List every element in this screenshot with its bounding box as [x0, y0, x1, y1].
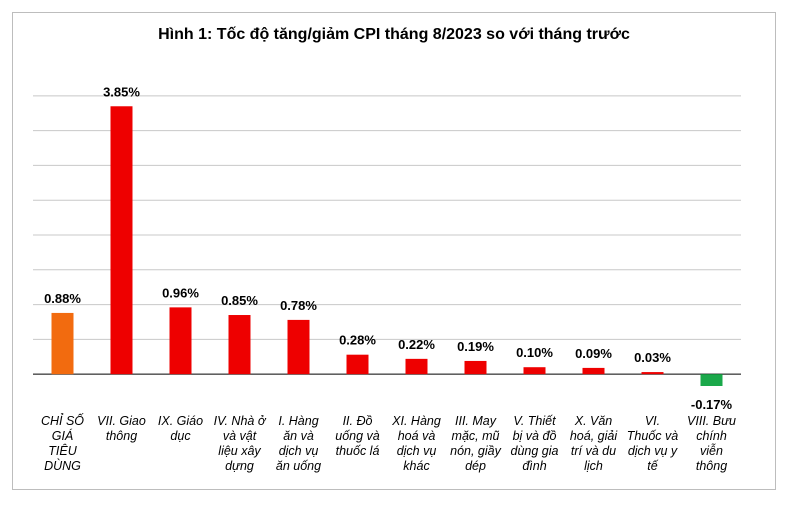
data-label: 0.88% [44, 291, 81, 306]
bars [52, 106, 723, 386]
bar [52, 313, 74, 374]
category-label: I. Hàng ăn và dịch vụ ăn uống [276, 414, 321, 473]
bar [347, 355, 369, 374]
bar [111, 106, 133, 374]
bar [229, 315, 251, 374]
bar [170, 307, 192, 374]
bar [406, 359, 428, 374]
category-label: VI. Thuốc và dịch vụ y tế [627, 414, 678, 473]
gridlines [33, 96, 741, 340]
category-label: XI. Hàng hoá và dịch vụ khác [391, 414, 441, 473]
data-label: 0.10% [516, 345, 553, 360]
category-label: X. Văn hoá, giải trí và du lịch [570, 414, 618, 473]
category-labels: CHỈ SỐ GIÁ TIÊU DÙNG VII. Giao thông IX. Giáo d… [41, 413, 736, 473]
category-label: V. Thiết bị và đồ dùng gia đình [511, 414, 559, 473]
data-label: 0.03% [634, 350, 671, 365]
data-label: 0.28% [339, 333, 376, 348]
category-label: VII. Giao thông [97, 414, 146, 443]
category-label: IX. Giáo dục [158, 414, 203, 443]
category-label: CHỈ SỐ GIÁ TIÊU DÙNG [41, 413, 84, 473]
data-label: -0.17% [691, 397, 733, 412]
data-labels: 0.88% 3.85% 0.96% 0.85% 0.78% 0.28% 0.22% 0.19%… [44, 84, 732, 412]
data-label: 0.96% [162, 285, 199, 300]
data-label: 0.78% [280, 298, 317, 313]
data-label: 0.22% [398, 337, 435, 352]
bar [465, 361, 487, 374]
category-label: II. Đồ uống và thuốc lá [335, 414, 380, 458]
bar [642, 372, 664, 374]
bar [701, 374, 723, 386]
data-label: 0.09% [575, 346, 612, 361]
category-label: VIII. Bưu chính viễn thông [687, 414, 736, 473]
bar [583, 368, 605, 374]
category-label: III. May mặc, mũ nón, giầy dép [450, 414, 501, 473]
data-label: 3.85% [103, 84, 140, 99]
bar [524, 367, 546, 374]
data-label: 0.85% [221, 293, 258, 308]
data-label: 0.19% [457, 339, 494, 354]
bar [288, 320, 310, 374]
category-label: IV. Nhà ở và vật liệu xây dựng [214, 414, 267, 473]
